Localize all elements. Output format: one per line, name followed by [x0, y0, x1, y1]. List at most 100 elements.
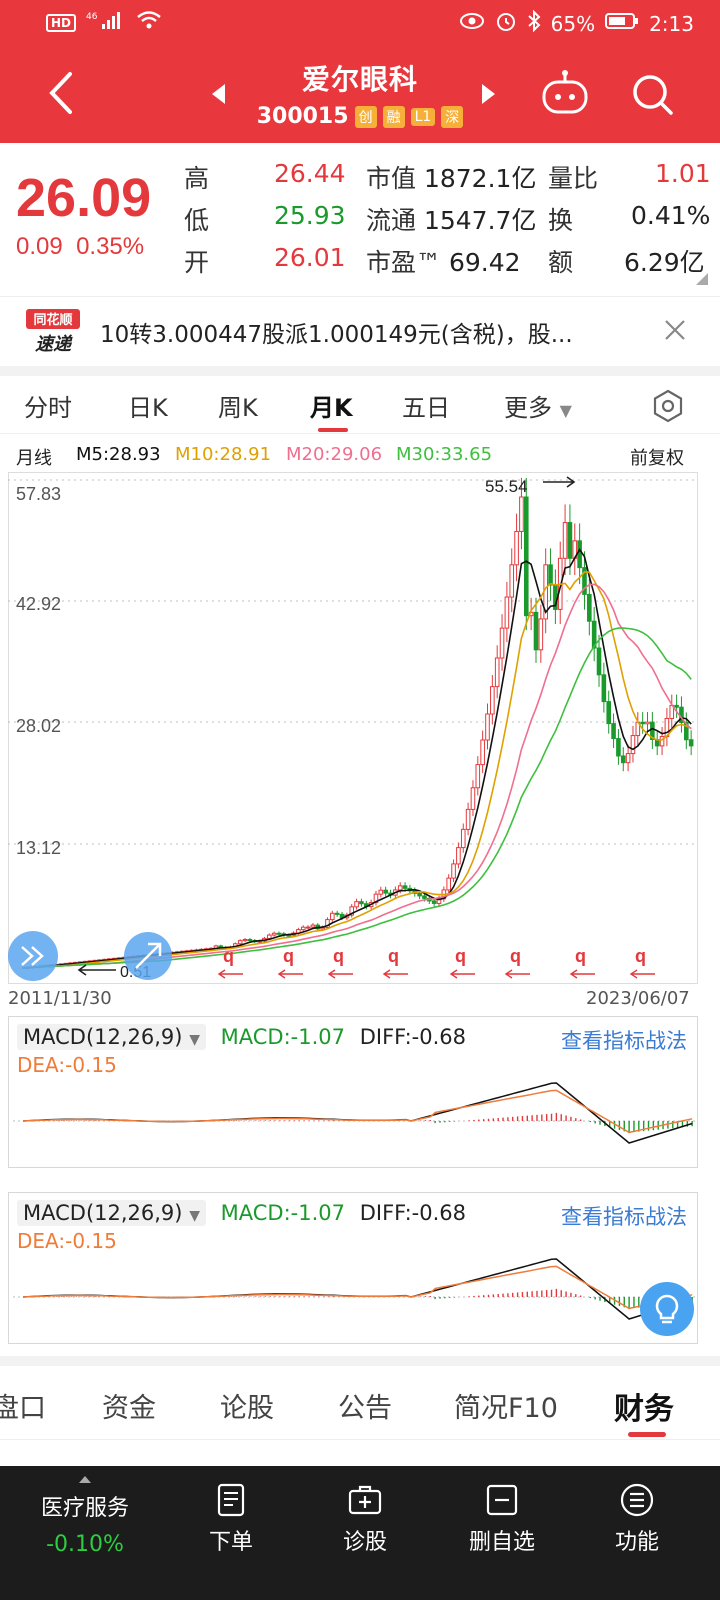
dea-value: DEA:-0.15 — [17, 1053, 117, 1077]
dividend-marker: q — [455, 946, 466, 966]
active-tab-indicator — [628, 1432, 666, 1437]
svg-text:速递: 速递 — [35, 334, 73, 355]
robot-assistant-icon[interactable] — [540, 70, 590, 116]
diff-value: DIFF:-0.68 — [359, 1201, 467, 1225]
battery-icon — [605, 11, 639, 36]
macd-panel-1[interactable]: MACD(12,26,9) ▼ MACD:-1.07 DIFF:-0.68 查看… — [8, 1016, 698, 1168]
nav-diagnose[interactable]: 诊股 — [330, 1482, 400, 1556]
candle-body — [533, 611, 539, 651]
back-arrow-icon[interactable] — [40, 68, 84, 118]
start-date: 2011/11/30 — [8, 988, 112, 1009]
expand-chart-button — [124, 932, 172, 980]
candle-body — [383, 889, 388, 894]
lightbulb-icon — [655, 1294, 679, 1324]
change-percent: 0.35% — [76, 233, 145, 260]
float-value: 1547.7亿 — [423, 206, 537, 235]
caret-down-icon: ▼ — [189, 1208, 200, 1224]
low-label: 低 — [184, 206, 210, 235]
tab-announcements[interactable]: 公告 — [338, 1393, 392, 1424]
nav-remove-watchlist[interactable]: 删自选 — [462, 1482, 542, 1556]
vol-ratio-label: 量比 — [548, 164, 599, 193]
tab-intraday[interactable]: 分时 — [24, 394, 72, 422]
news-source-logo: 同花顺 速递 — [26, 309, 80, 355]
app-header: HD 46 65% 2:13 爱尔眼科 300015 创 融 L1 深 — [0, 0, 720, 143]
macd-chart — [13, 1258, 695, 1320]
tab-order-book[interactable]: 盘口 — [0, 1393, 46, 1424]
tab-funds[interactable]: 资金 — [102, 1393, 156, 1424]
dividend-arrow-icon — [629, 969, 655, 979]
macd-selector[interactable]: MACD(12,26,9) ▼ — [17, 1200, 206, 1226]
sector-item[interactable]: 医疗服务 -0.10% — [30, 1474, 140, 1557]
quote-panel: 26.09 0.09 0.35% 高 26.44 低 25.93 开 26.01… — [0, 143, 720, 293]
dividend-marker: q — [635, 946, 646, 966]
dea-value: DEA:-0.15 — [17, 1229, 117, 1253]
macd-selector[interactable]: MACD(12,26,9) ▼ — [17, 1024, 206, 1050]
caret-down-icon: ▼ — [559, 401, 572, 420]
ma-legend: 月线 M5:28.93 M10:28.91 M20:29.06 M30:33.6… — [0, 440, 720, 470]
candle-body — [606, 701, 612, 725]
nav-place-order[interactable]: 下单 — [196, 1482, 266, 1556]
prev-stock-arrow-icon[interactable] — [212, 84, 225, 104]
candle-body — [349, 906, 355, 916]
candle-body — [650, 721, 655, 740]
candle-body — [674, 704, 679, 708]
adjust-mode[interactable]: 前复权 — [630, 448, 684, 469]
high-value: 26.44 — [274, 159, 346, 188]
tab-daily-k[interactable]: 日K — [128, 394, 168, 422]
float-label: 流通 — [366, 206, 417, 235]
ma-m10: M10:28.91 — [175, 444, 272, 465]
menu-circle-icon — [620, 1483, 654, 1517]
indicator-strategy-link[interactable]: 查看指标战法 — [561, 1029, 687, 1053]
vol-ratio-value: 1.01 — [655, 159, 711, 188]
nav-label: 删自选 — [468, 1530, 535, 1555]
bottom-navbar: 医疗服务 -0.10% 下单 诊股 删自选 功能 — [0, 1466, 720, 1600]
candle-body — [616, 738, 621, 757]
macd-value: MACD:-1.07 — [220, 1201, 346, 1225]
tab-five-day[interactable]: 五日 — [402, 394, 450, 422]
indicator-strategy-link[interactable]: 查看指标战法 — [561, 1205, 687, 1229]
scroll-left-button — [8, 931, 58, 981]
candle-body — [465, 808, 471, 830]
tab-weekly-k[interactable]: 周K — [218, 394, 258, 422]
amount-label: 额 — [548, 248, 574, 277]
high-label: 高 — [184, 164, 210, 193]
diff-value: DIFF:-0.68 — [359, 1025, 467, 1049]
tab-discussion[interactable]: 论股 — [220, 1393, 274, 1424]
tag-chuang: 创 — [354, 105, 377, 128]
detail-tabs: 盘口 资金 论股 公告 简况F10 财务 — [0, 1372, 720, 1440]
candle-body — [446, 877, 452, 891]
candle-body — [499, 627, 505, 659]
tab-f10[interactable]: 简况F10 — [454, 1393, 558, 1424]
news-ticker[interactable]: 同花顺 速递 10转3.000447股派1.000149元(含税)，股... — [0, 296, 720, 368]
candle-body — [591, 620, 597, 649]
news-text[interactable]: 10转3.000447股派1.000149元(含税)，股... — [100, 322, 573, 348]
candle-body — [354, 901, 359, 908]
tab-monthly-k[interactable]: 月K — [310, 394, 353, 422]
dividend-arrow-icon — [449, 969, 475, 979]
end-date: 2023/06/07 — [586, 988, 690, 1009]
candle-body — [300, 926, 306, 931]
wifi-icon — [136, 10, 162, 35]
macd-panel-2[interactable]: MACD(12,26,9) ▼ MACD:-1.07 DIFF:-0.68 查看… — [8, 1192, 698, 1344]
next-stock-arrow-icon[interactable] — [482, 84, 495, 104]
expand-corner-icon[interactable] — [696, 273, 708, 285]
candle-body — [519, 496, 524, 532]
candle-body — [271, 932, 277, 936]
medical-kit-icon — [348, 1485, 382, 1515]
candle-body — [451, 863, 456, 879]
close-icon[interactable] — [662, 317, 688, 343]
signal-icon: 46 — [86, 10, 126, 35]
tab-more[interactable]: 更多 ▼ — [504, 388, 572, 423]
tab-financials[interactable]: 财务 — [614, 1392, 674, 1427]
candle-body — [422, 895, 427, 899]
candlestick-chart[interactable]: 57.83 42.92 28.02 13.12 55.54 0.51 qqqqq… — [8, 472, 698, 984]
macd-chart — [13, 1082, 695, 1144]
diff-line — [22, 1258, 693, 1320]
nav-functions[interactable]: 功能 — [602, 1482, 672, 1556]
settings-hexagon-icon[interactable] — [650, 388, 686, 424]
turnover-label: 换 — [548, 206, 574, 235]
lightbulb-button[interactable] — [640, 1282, 694, 1336]
separator — [0, 366, 720, 376]
amount-value: 6.29亿 — [624, 248, 705, 277]
search-icon[interactable] — [630, 72, 674, 116]
